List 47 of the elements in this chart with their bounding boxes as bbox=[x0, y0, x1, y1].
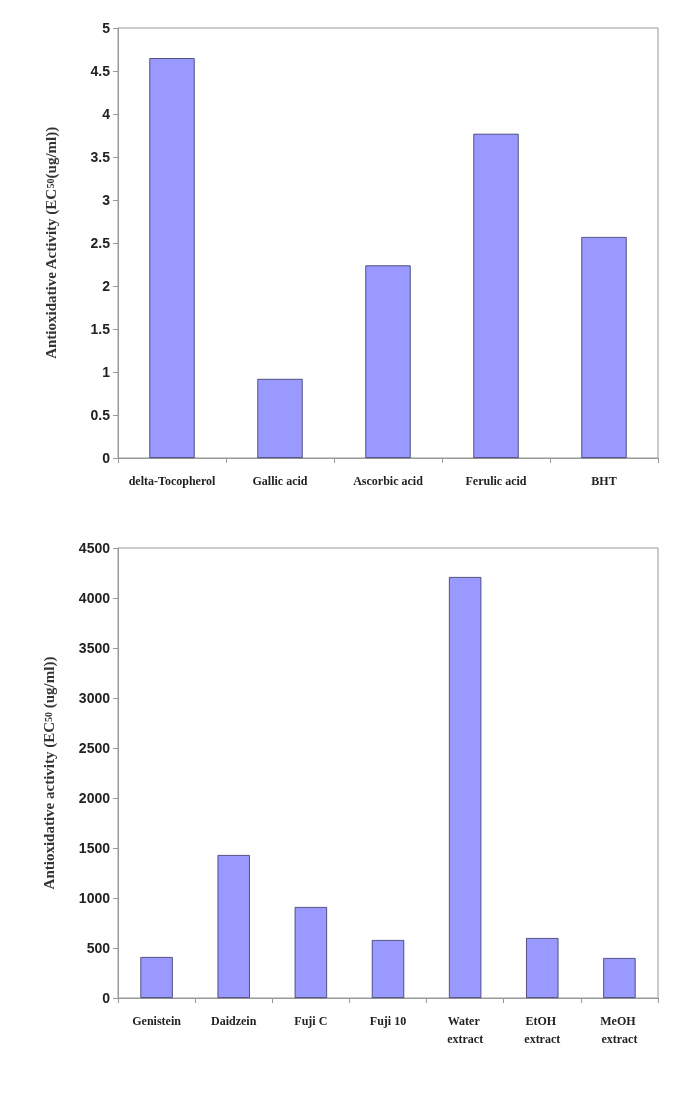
bar bbox=[365, 265, 411, 458]
bar bbox=[448, 577, 482, 998]
bar bbox=[140, 957, 173, 998]
y-tick-label: 4000 bbox=[78, 590, 111, 606]
x-tick-label: EtOH extract bbox=[524, 1014, 561, 1046]
y-tick-label: 4 bbox=[102, 106, 111, 122]
y-axis-title: Antioxidative Activity (EC50(ug/ml)) bbox=[42, 126, 60, 359]
y-tick-label: 0.5 bbox=[90, 407, 111, 423]
y-tick-label: 0 bbox=[102, 450, 111, 466]
x-tick-label: BHT bbox=[591, 474, 617, 488]
x-tick-label: Fuji C bbox=[294, 1014, 328, 1028]
x-tick-label: Gallic acid bbox=[252, 474, 308, 488]
y-tick-label: 4.5 bbox=[90, 63, 111, 79]
bar bbox=[257, 378, 303, 458]
bar bbox=[473, 133, 519, 458]
y-axis-title: Antioxidative activity (EC50 (ug/ml)) bbox=[40, 656, 58, 890]
y-tick-label: 1 bbox=[102, 364, 111, 380]
x-tick-label: Fuji 10 bbox=[369, 1014, 407, 1028]
y-tick-label: 4500 bbox=[78, 540, 111, 556]
x-tick-label: MeOH extract bbox=[600, 1014, 639, 1046]
bar bbox=[371, 940, 405, 998]
y-tick-label: 3 bbox=[102, 192, 111, 208]
y-tick-label: 2.5 bbox=[90, 235, 111, 251]
y-tick-label: 3000 bbox=[78, 690, 111, 706]
y-tick-label: 2 bbox=[102, 278, 111, 294]
y-tick-label: 1500 bbox=[78, 840, 111, 856]
y-tick-label: 500 bbox=[86, 940, 111, 956]
y-tick-label: 2000 bbox=[78, 790, 111, 806]
x-tick-label: delta-Tocopherol bbox=[128, 474, 216, 488]
x-tick-label: Ferulic acid bbox=[465, 474, 527, 488]
bar bbox=[217, 855, 250, 998]
bar bbox=[294, 907, 328, 998]
x-tick-label: Genistein bbox=[132, 1014, 182, 1028]
y-tick-label: 0 bbox=[102, 990, 111, 1006]
x-tick-label: Water extract bbox=[447, 1014, 484, 1046]
x-tick-label: Ascorbic acid bbox=[353, 474, 424, 488]
bar bbox=[526, 938, 559, 998]
x-tick-label: Daidzein bbox=[211, 1014, 257, 1028]
bar bbox=[149, 58, 195, 458]
bar bbox=[603, 958, 636, 998]
y-tick-label: 3.5 bbox=[90, 149, 111, 165]
y-tick-label: 1000 bbox=[78, 890, 111, 906]
bar bbox=[581, 236, 627, 458]
y-tick-label: 1.5 bbox=[90, 321, 111, 337]
y-tick-label: 3500 bbox=[78, 640, 111, 656]
y-tick-label: 5 bbox=[102, 20, 111, 36]
y-tick-label: 2500 bbox=[78, 740, 111, 756]
